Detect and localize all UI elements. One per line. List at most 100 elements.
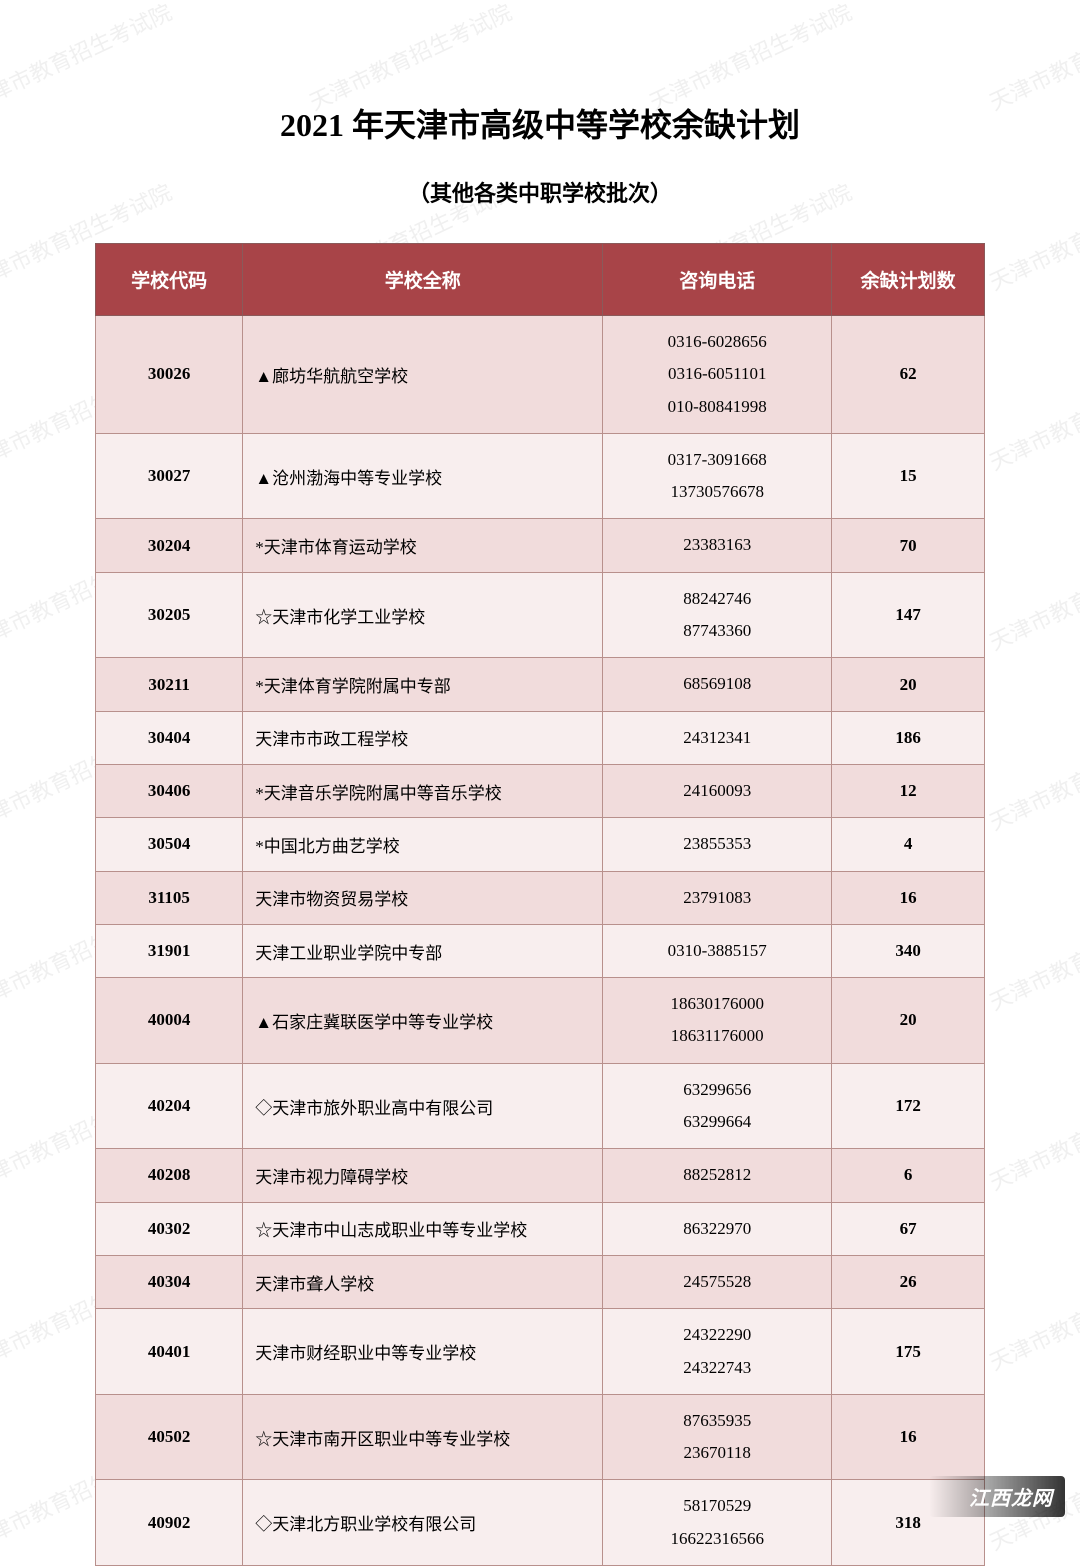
table-row: 40902◇天津北方职业学校有限公司5817052916622316566318 [96,1480,985,1566]
table-row: 30504*中国北方曲艺学校238553534 [96,818,985,871]
cell-school-code: 30027 [96,433,243,519]
cell-phone: 24575528 [603,1255,832,1308]
cell-school-code: 30404 [96,711,243,764]
cell-school-code: 40208 [96,1149,243,1202]
cell-phone: 88252812 [603,1149,832,1202]
header-vacancy-count: 余缺计划数 [832,244,985,316]
cell-school-name: ▲沧州渤海中等专业学校 [243,433,603,519]
table-row: 40502☆天津市南开区职业中等专业学校876359352367011816 [96,1394,985,1480]
table-row: 31105天津市物资贸易学校2379108316 [96,871,985,924]
table-body: 30026▲廊坊华航航空学校0316-60286560316-605110101… [96,316,985,1566]
cell-school-code: 30026 [96,316,243,434]
cell-vacancy-count: 16 [832,1394,985,1480]
cell-school-code: 40004 [96,978,243,1064]
cell-phone: 86322970 [603,1202,832,1255]
cell-school-name: ☆天津市中山志成职业中等专业学校 [243,1202,603,1255]
cell-vacancy-count: 12 [832,764,985,817]
cell-vacancy-count: 20 [832,978,985,1064]
cell-school-name: ▲石家庄冀联医学中等专业学校 [243,978,603,1064]
cell-vacancy-count: 186 [832,711,985,764]
cell-vacancy-count: 340 [832,924,985,977]
cell-phone: 24312341 [603,711,832,764]
cell-school-code: 30211 [96,658,243,711]
table-row: 30406*天津音乐学院附属中等音乐学校2416009312 [96,764,985,817]
cell-phone: 8763593523670118 [603,1394,832,1480]
cell-school-code: 30205 [96,572,243,658]
header-school-name: 学校全称 [243,244,603,316]
table-row: 40208天津市视力障碍学校882528126 [96,1149,985,1202]
cell-phone: 0316-60286560316-6051101010-80841998 [603,316,832,434]
cell-school-code: 30406 [96,764,243,817]
cell-school-name: 天津市物资贸易学校 [243,871,603,924]
cell-vacancy-count: 15 [832,433,985,519]
table-row: 30027▲沧州渤海中等专业学校0317-3091668137305766781… [96,433,985,519]
cell-school-code: 30204 [96,519,243,572]
cell-vacancy-count: 6 [832,1149,985,1202]
cell-phone: 23791083 [603,871,832,924]
table-header-row: 学校代码 学校全称 咨询电话 余缺计划数 [96,244,985,316]
cell-school-name: 天津工业职业学院中专部 [243,924,603,977]
cell-school-code: 40401 [96,1309,243,1395]
document-subtitle: （其他各类中职学校批次） [95,176,985,208]
cell-phone: 68569108 [603,658,832,711]
cell-phone: 5817052916622316566 [603,1480,832,1566]
cell-phone: 0310-3885157 [603,924,832,977]
cell-vacancy-count: 4 [832,818,985,871]
table-row: 40204◇天津市旅外职业高中有限公司6329965663299664172 [96,1063,985,1149]
cell-phone: 0317-309166813730576678 [603,433,832,519]
cell-school-code: 40302 [96,1202,243,1255]
cell-school-name: ▲廊坊华航航空学校 [243,316,603,434]
cell-phone: 2432229024322743 [603,1309,832,1395]
cell-vacancy-count: 67 [832,1202,985,1255]
cell-phone: 23383163 [603,519,832,572]
cell-school-name: *天津市体育运动学校 [243,519,603,572]
cell-vacancy-count: 147 [832,572,985,658]
cell-phone: 6329965663299664 [603,1063,832,1149]
table-row: 40401天津市财经职业中等专业学校2432229024322743175 [96,1309,985,1395]
vacancy-table: 学校代码 学校全称 咨询电话 余缺计划数 30026▲廊坊华航航空学校0316-… [95,243,985,1566]
cell-phone: 8824274687743360 [603,572,832,658]
table-row: 31901天津工业职业学院中专部0310-3885157340 [96,924,985,977]
site-logo: 江西龙网 [929,1476,1065,1517]
cell-school-name: ☆天津市化学工业学校 [243,572,603,658]
table-row: 30211*天津体育学院附属中专部6856910820 [96,658,985,711]
cell-school-code: 40304 [96,1255,243,1308]
table-row: 40004▲石家庄冀联医学中等专业学校186301760001863117600… [96,978,985,1064]
document-content: 2021 年天津市高级中等学校余缺计划 （其他各类中职学校批次） 学校代码 学校… [0,0,1080,1566]
cell-phone: 24160093 [603,764,832,817]
table-row: 30026▲廊坊华航航空学校0316-60286560316-605110101… [96,316,985,434]
cell-school-name: 天津市市政工程学校 [243,711,603,764]
cell-school-code: 30504 [96,818,243,871]
cell-school-name: ◇天津市旅外职业高中有限公司 [243,1063,603,1149]
table-row: 40304天津市聋人学校2457552826 [96,1255,985,1308]
cell-vacancy-count: 26 [832,1255,985,1308]
table-row: 30205☆天津市化学工业学校8824274687743360147 [96,572,985,658]
cell-phone: 1863017600018631176000 [603,978,832,1064]
document-title: 2021 年天津市高级中等学校余缺计划 [95,100,985,146]
cell-school-code: 31901 [96,924,243,977]
cell-school-name: ☆天津市南开区职业中等专业学校 [243,1394,603,1480]
cell-school-name: ◇天津北方职业学校有限公司 [243,1480,603,1566]
cell-phone: 23855353 [603,818,832,871]
table-row: 30404天津市市政工程学校24312341186 [96,711,985,764]
cell-vacancy-count: 175 [832,1309,985,1395]
cell-school-name: 天津市视力障碍学校 [243,1149,603,1202]
cell-vacancy-count: 20 [832,658,985,711]
cell-school-code: 40902 [96,1480,243,1566]
cell-vacancy-count: 172 [832,1063,985,1149]
cell-school-code: 31105 [96,871,243,924]
table-row: 30204*天津市体育运动学校2338316370 [96,519,985,572]
header-phone: 咨询电话 [603,244,832,316]
cell-school-name: *天津体育学院附属中专部 [243,658,603,711]
cell-school-code: 40502 [96,1394,243,1480]
cell-vacancy-count: 62 [832,316,985,434]
cell-vacancy-count: 70 [832,519,985,572]
cell-school-name: *中国北方曲艺学校 [243,818,603,871]
table-row: 40302☆天津市中山志成职业中等专业学校8632297067 [96,1202,985,1255]
header-school-code: 学校代码 [96,244,243,316]
cell-school-name: *天津音乐学院附属中等音乐学校 [243,764,603,817]
cell-vacancy-count: 16 [832,871,985,924]
cell-school-name: 天津市聋人学校 [243,1255,603,1308]
cell-school-name: 天津市财经职业中等专业学校 [243,1309,603,1395]
cell-school-code: 40204 [96,1063,243,1149]
